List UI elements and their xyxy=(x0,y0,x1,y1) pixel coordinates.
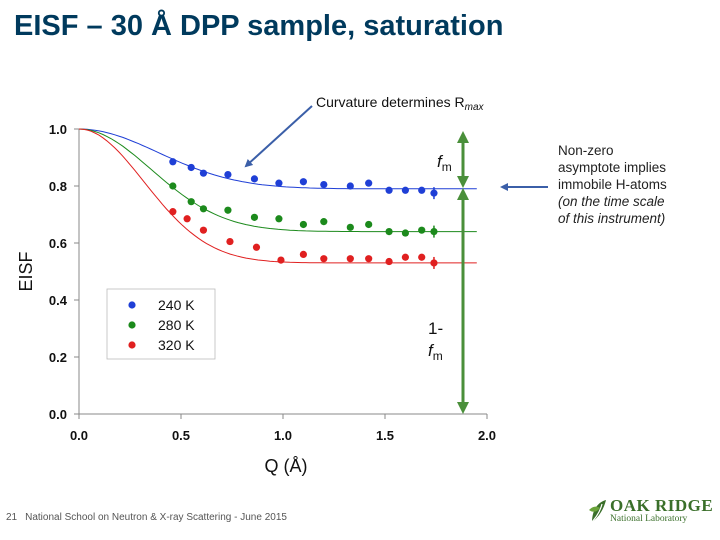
data-point xyxy=(224,171,232,179)
fit-curve xyxy=(78,128,477,233)
logo-leaf-icon xyxy=(589,500,606,525)
data-point xyxy=(169,208,177,216)
one-minus-fm-line2: fm xyxy=(428,340,443,367)
x-tick-label: 2.0 xyxy=(478,428,496,443)
y-tick-label: 1.0 xyxy=(49,122,67,137)
data-point xyxy=(401,253,409,261)
data-point xyxy=(418,186,426,194)
curvature-annotation-rmax: max xyxy=(464,94,484,113)
asymptote-note-line: immobile H-atoms xyxy=(558,177,667,192)
x-tick-label: 0.5 xyxy=(172,428,190,443)
fit-curve xyxy=(78,128,477,264)
curvature-annotation-text: Curvature determines R xyxy=(316,94,465,110)
data-point xyxy=(346,223,354,231)
annotation-arrows xyxy=(244,105,548,414)
data-point xyxy=(401,186,409,194)
asymptote-note-italic-line: (on the time scale xyxy=(558,194,665,209)
legend-box xyxy=(106,288,216,360)
data-point xyxy=(250,175,259,183)
data-point xyxy=(365,179,373,187)
slide-number: 21 xyxy=(6,512,18,523)
fm-label: fm xyxy=(437,152,452,174)
data-point xyxy=(250,213,259,221)
data-point xyxy=(169,158,177,166)
data-point xyxy=(320,255,328,263)
y-tick-label: 0.6 xyxy=(49,236,67,251)
one-minus-fm-sub: m xyxy=(432,349,443,363)
asymptote-note: Non-zero asymptote implies immobile H-at… xyxy=(558,142,708,227)
asymptote-note-line: asymptote implies xyxy=(558,160,667,175)
one-minus-fm-f: f xyxy=(428,341,433,360)
asymptote-note-italic-line: of this instrument) xyxy=(558,211,666,226)
curvature-arrow xyxy=(244,105,313,168)
data-point xyxy=(277,256,285,264)
data-point xyxy=(346,255,354,263)
data-point xyxy=(183,215,191,223)
fm-label-f: f xyxy=(437,152,442,171)
data-point xyxy=(299,178,307,186)
data-point xyxy=(385,257,393,266)
data-point xyxy=(224,206,232,214)
data-point xyxy=(418,226,426,234)
x-tick-label: 1.0 xyxy=(274,428,292,443)
legend-label: 280 K xyxy=(158,317,195,333)
data-point xyxy=(320,180,328,189)
data-point xyxy=(275,179,283,187)
legend-marker xyxy=(128,321,136,329)
x-tick-label: 1.5 xyxy=(376,428,394,443)
fit-curves xyxy=(78,128,477,264)
data-point xyxy=(275,215,283,223)
one-minus-fm-label: 1- fm xyxy=(428,318,443,367)
legend-label: 240 K xyxy=(158,297,195,313)
asymptote-note-line: Non-zero xyxy=(558,143,614,158)
x-axis-label: Q (Å) xyxy=(265,456,308,476)
one-minus-fm-line1: 1- xyxy=(428,319,444,338)
slide-footer: 21 National School on Neutron & X-ray Sca… xyxy=(6,512,287,523)
y-tick-label: 0.4 xyxy=(49,293,68,308)
legend-marker xyxy=(128,341,136,349)
chart-legend: 240 K 280 K 320 K xyxy=(106,288,216,360)
data-point xyxy=(187,163,195,172)
data-point xyxy=(385,186,393,194)
data-point xyxy=(320,218,328,226)
data-point xyxy=(385,228,393,236)
data-point xyxy=(187,198,195,206)
y-axis-label: EISF xyxy=(16,251,36,291)
data-point xyxy=(418,253,426,261)
y-tick-label: 0.2 xyxy=(49,350,67,365)
data-point xyxy=(199,205,208,213)
data-point xyxy=(199,226,208,234)
data-point xyxy=(365,255,373,263)
chart-axes: 0.0 0.5 1.0 1.5 2.0 0.0 0.2 0.4 0.6 0.8 1.0 Q (Å) EI… xyxy=(16,122,496,476)
data-point xyxy=(199,169,208,177)
data-points xyxy=(169,158,438,269)
data-point xyxy=(299,250,307,258)
curvature-annotation: Curvature determines Rmax xyxy=(316,94,484,113)
data-point xyxy=(252,243,261,251)
fm-label-sub: m xyxy=(441,160,452,174)
legend-label: 320 K xyxy=(158,337,195,353)
oak-ridge-logo: OAK RIDGE National Laboratory xyxy=(588,496,713,526)
legend-marker xyxy=(128,301,136,309)
data-point xyxy=(299,220,307,229)
y-tick-label: 0.8 xyxy=(49,179,67,194)
data-point xyxy=(226,237,234,246)
data-point xyxy=(401,229,409,237)
x-tick-label: 0.0 xyxy=(70,428,88,443)
slide-title: EISF – 30 Å DPP sample, saturation xyxy=(14,10,504,42)
curvature-annotation-sub: max xyxy=(464,102,484,113)
footer-text: National School on Neutron & X-ray Scatt… xyxy=(25,512,287,523)
data-point xyxy=(169,182,177,190)
logo-name: OAK RIDGE xyxy=(610,496,714,515)
logo-subtext: National Laboratory xyxy=(610,514,688,524)
y-tick-label: 0.0 xyxy=(49,407,67,422)
data-point xyxy=(346,182,354,190)
data-point xyxy=(365,220,373,229)
